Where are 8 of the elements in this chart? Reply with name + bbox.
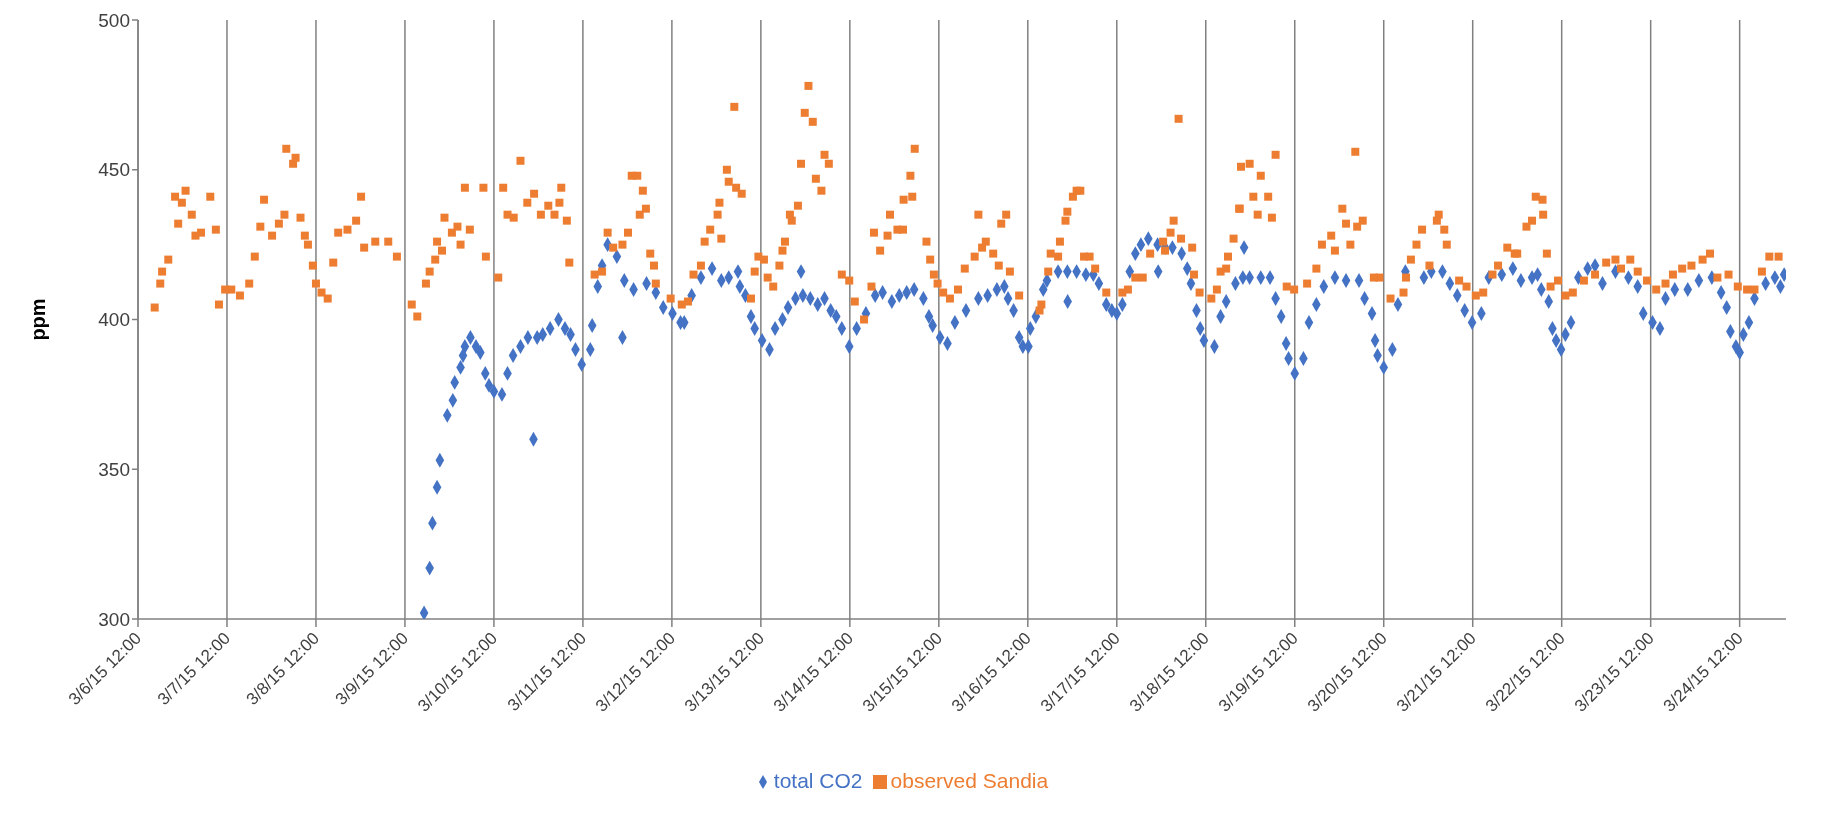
y-tick-label: 350	[98, 458, 130, 480]
legend-label: total CO2	[773, 769, 863, 792]
y-tick-label: 400	[98, 309, 130, 331]
y-axis-title: ppm	[27, 298, 50, 341]
y-tick-label: 450	[98, 159, 130, 181]
y-tick-label: 300	[98, 608, 130, 630]
legend-label: observed Sandia	[890, 769, 1049, 792]
y-tick-label: 500	[98, 9, 130, 31]
